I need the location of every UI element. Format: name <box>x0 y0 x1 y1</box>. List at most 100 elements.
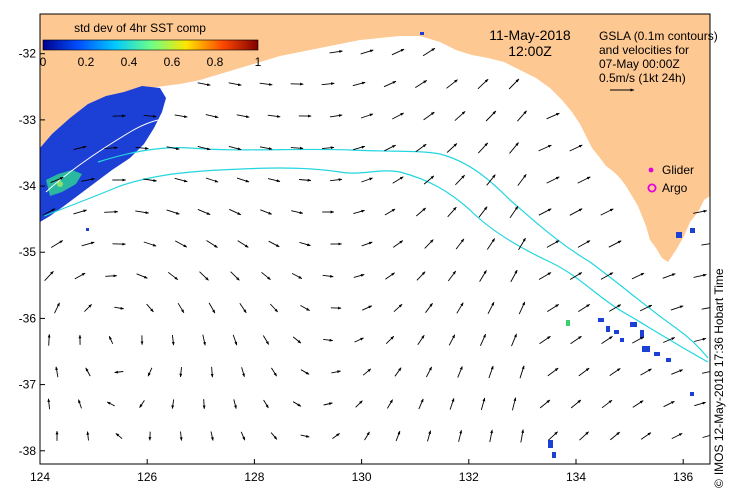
colorbar-tick-5: 1 <box>255 55 262 69</box>
velocity-arrow <box>486 174 496 186</box>
velocity-arrow <box>511 333 517 347</box>
colorbar-tick-2: 0.4 <box>121 55 138 69</box>
velocity-arrow <box>147 367 153 377</box>
velocity-arrow <box>694 401 707 407</box>
velocity-arrow <box>538 208 552 216</box>
sst-data-patch-warm <box>46 170 82 196</box>
velocity-arrow <box>205 177 219 183</box>
colorbar-title: std dev of 4hr SST comp <box>74 21 206 35</box>
x-tick-label: 124 <box>30 470 50 484</box>
velocity-arrow <box>237 240 249 248</box>
colorbar-tick-4: 0.8 <box>207 55 224 69</box>
sst-speck-green <box>566 320 570 326</box>
velocity-arrow <box>608 240 622 248</box>
velocity-arrow <box>259 82 273 86</box>
velocity-arrow <box>353 209 365 215</box>
velocity-arrow <box>489 429 493 443</box>
y-tick-label: -38 <box>19 444 37 458</box>
velocity-arrow <box>488 365 494 379</box>
colorbar <box>42 39 259 51</box>
gsla-legend-line2: and velocities for <box>599 43 689 57</box>
velocity-arrow <box>416 207 426 217</box>
velocity-arrow <box>355 400 363 408</box>
velocity-arrow <box>50 176 64 184</box>
velocity-arrow <box>538 272 552 280</box>
velocity-arrow <box>299 241 311 247</box>
velocity-arrow <box>179 431 183 441</box>
velocity-arrow <box>143 178 157 182</box>
velocity-arrow <box>108 335 114 344</box>
velocity-arrow <box>199 271 209 281</box>
velocity-arrow <box>146 303 154 313</box>
y-tick-label: -35 <box>19 245 37 259</box>
velocity-arrow <box>387 399 393 409</box>
velocity-arrow <box>360 49 374 55</box>
velocity-arrow <box>578 367 590 377</box>
velocity-arrow <box>511 397 517 411</box>
velocity-arrow <box>230 271 240 281</box>
land-australia <box>40 14 710 262</box>
velocity-arrow <box>487 301 495 315</box>
copyright-icon: © <box>712 479 726 488</box>
velocity-arrow <box>263 399 269 409</box>
velocity-arrow <box>395 430 401 442</box>
velocity-arrow <box>446 79 458 89</box>
velocity-arrow <box>608 304 622 312</box>
velocity-arrow <box>174 240 188 248</box>
velocity-arrow <box>166 146 180 151</box>
velocity-arrow <box>609 368 621 376</box>
velocity-arrow <box>424 239 434 249</box>
velocity-arrow <box>236 177 250 183</box>
velocity-arrow <box>143 241 157 247</box>
x-tick-label: 136 <box>673 470 693 484</box>
gsla-legend-line1: GSLA (0.1m contours) <box>599 29 718 43</box>
velocity-arrow <box>167 271 179 281</box>
velocity-arrow <box>166 209 180 215</box>
velocity-arrow <box>457 366 463 378</box>
velocity-arrow <box>206 240 218 248</box>
velocity-arrow <box>50 240 64 248</box>
y-tick-label: -34 <box>19 179 37 193</box>
sst-data-patch <box>40 86 166 222</box>
velocity-arrow <box>228 82 242 87</box>
velocity-arrow <box>139 400 145 408</box>
map-date: 11-May-2018 <box>489 27 571 43</box>
velocity-arrow <box>518 237 526 251</box>
velocity-arrow <box>229 208 242 216</box>
velocity-arrow <box>385 272 395 280</box>
velocity-arrow <box>240 431 246 441</box>
y-tick-label: -36 <box>19 311 37 325</box>
velocity-arrow <box>197 82 211 87</box>
velocity-arrow <box>44 270 54 282</box>
velocity-arrow <box>693 337 707 342</box>
velocity-arrow <box>693 273 707 278</box>
velocity-arrow <box>331 370 341 374</box>
velocity-arrow <box>548 431 558 441</box>
velocity-arrow <box>233 399 237 409</box>
velocity-arrow <box>114 306 125 310</box>
velocity-arrow <box>479 270 487 282</box>
sst-hotspot <box>57 181 63 187</box>
argo-label: Argo <box>662 181 688 195</box>
velocity-arrow <box>74 272 86 280</box>
velocity-arrow <box>693 209 708 214</box>
velocity-arrow <box>352 145 366 151</box>
velocity-arrow <box>485 110 497 122</box>
colorbar-tick-1: 0.2 <box>78 55 95 69</box>
velocity-arrow <box>114 370 124 374</box>
velocity-arrow <box>425 303 433 313</box>
velocity-arrow <box>143 114 157 118</box>
velocity-arrow <box>86 431 90 441</box>
velocity-arrow <box>539 335 551 345</box>
velocity-arrow <box>509 142 519 154</box>
plot-frame <box>39 13 711 465</box>
velocity-arrow <box>510 269 518 283</box>
velocity-arrow <box>393 303 403 313</box>
velocity-arrow <box>702 371 710 374</box>
velocity-arrow <box>632 400 644 408</box>
velocity-arrow <box>423 111 435 121</box>
colorbar-tick-labels: 0 0.2 0.4 0.6 0.8 1 <box>40 55 262 69</box>
velocity-arrow <box>508 78 520 90</box>
velocity-arrow <box>329 50 343 54</box>
